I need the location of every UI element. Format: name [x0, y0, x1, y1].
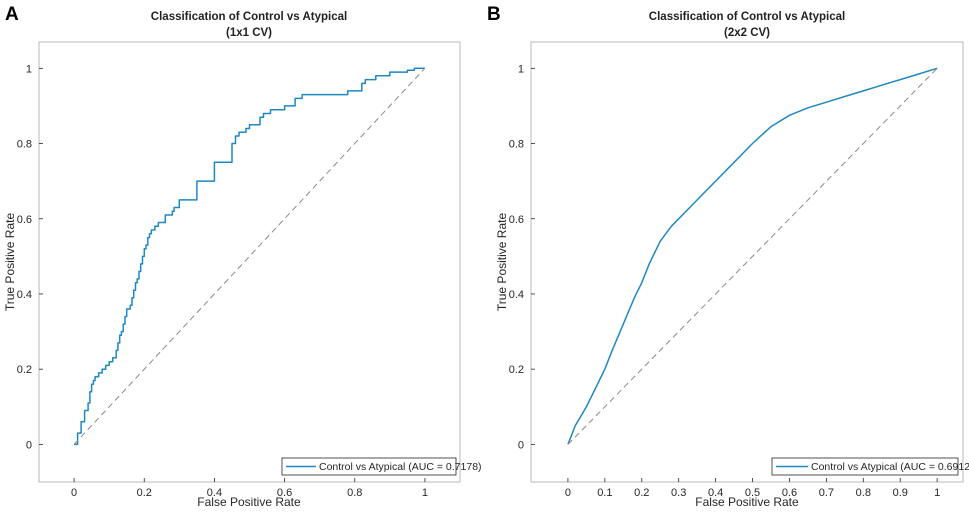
x-tick-label-b: 0.1	[597, 487, 612, 499]
y-tick-label-b: 1	[518, 63, 524, 75]
chart-subtitle-a: (1x1 CV)	[226, 27, 272, 39]
legend-a: Control vs Atypical (AUC = 0.7178)	[281, 457, 482, 476]
legend-label-b: Control vs Atypical (AUC = 0.6912)	[811, 461, 969, 473]
y-tick-label-b: 0.8	[509, 139, 524, 151]
x-axis-label-b: False Positive Rate	[695, 495, 799, 509]
chance-diagonal-line-b	[567, 67, 938, 445]
legend-box-b	[771, 457, 959, 476]
x-tick-label-b: 1	[934, 487, 940, 499]
x-tick-label-b: 0	[565, 487, 571, 499]
y-tick-label-a: 0.2	[17, 364, 32, 376]
y-tick-label-b: 0.2	[509, 364, 524, 376]
axis-ticks-b: 0 0.1 0.2 0.3 0.4 0.5 0.6 0.7 0.8 0.9 1 0 0.2 0.4 0.6 0…	[509, 63, 941, 499]
y-axis-label-b: True Positive Rate	[495, 213, 509, 312]
chart-title-b: Classification of Control vs Atypical	[649, 11, 845, 23]
y-tick-label-a: 0	[26, 439, 32, 451]
x-tick-label-b: 0.2	[634, 487, 649, 499]
x-tick-label-a: 0.6	[277, 487, 292, 499]
x-axis-label-a: False Positive Rate	[197, 495, 301, 509]
roc-curve-b	[567, 67, 938, 445]
panel-label-a: A	[5, 4, 19, 25]
panel-a: Classification of Control vs Atypical (1…	[3, 11, 482, 509]
x-tick-label-a: 1	[422, 487, 428, 499]
legend-label-a: Control vs Atypical (AUC = 0.7178)	[319, 461, 482, 473]
y-tick-label-b: 0.4	[509, 289, 524, 301]
y-tick-label-b: 0	[518, 439, 524, 451]
x-tick-label-b: 0.6	[782, 487, 797, 499]
x-tick-label-b: 0.4	[708, 487, 723, 499]
x-tick-label-b: 0.8	[856, 487, 871, 499]
panel-label-b: B	[487, 4, 501, 25]
y-tick-label-a: 0.6	[17, 214, 32, 226]
axis-ticks-a: 0 0.2 0.4 0.6 0.8 1 0 0.2 0.4 0.6 0.8 1	[17, 63, 428, 499]
legend-box-a	[281, 457, 457, 476]
x-tick-label-b: 0.7	[819, 487, 834, 499]
series-group-a	[73, 67, 426, 446]
panel-b: Classification of Control vs Atypical (2…	[495, 11, 969, 509]
roc-curve-a	[74, 67, 425, 446]
y-tick-label-b: 0.6	[509, 214, 524, 226]
x-tick-label-b: 0.3	[671, 487, 686, 499]
y-tick-label-a: 1	[26, 63, 32, 75]
legend-b: Control vs Atypical (AUC = 0.6912)	[771, 457, 969, 476]
plot-area-a	[38, 41, 461, 483]
chart-title-a: Classification of Control vs Atypical	[151, 11, 347, 23]
x-tick-label-b: 0.5	[745, 487, 760, 499]
x-tick-label-a: 0.4	[207, 487, 222, 499]
y-tick-label-a: 0.4	[17, 289, 32, 301]
x-tick-label-b: 0.9	[893, 487, 908, 499]
x-tick-label-a: 0.8	[347, 487, 362, 499]
chance-diagonal-line-a	[73, 67, 426, 445]
x-tick-label-a: 0.2	[137, 487, 152, 499]
chart-subtitle-b: (2x2 CV)	[724, 27, 770, 39]
series-group-b	[567, 67, 938, 445]
x-tick-label-a: 0	[71, 487, 77, 499]
y-tick-label-a: 0.8	[17, 139, 32, 151]
y-axis-label-a: True Positive Rate	[3, 213, 17, 312]
